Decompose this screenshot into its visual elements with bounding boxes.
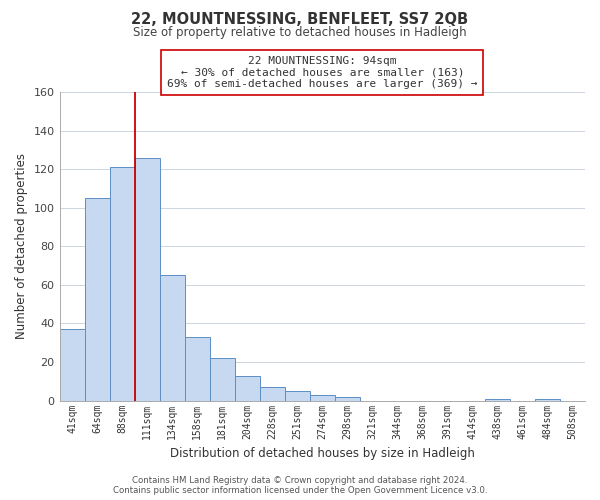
Bar [134,158,160,400]
Text: Size of property relative to detached houses in Hadleigh: Size of property relative to detached ho… [133,26,467,39]
Bar [310,395,335,400]
Y-axis label: Number of detached properties: Number of detached properties [15,154,28,340]
Text: Contains HM Land Registry data © Crown copyright and database right 2024.
Contai: Contains HM Land Registry data © Crown c… [113,476,487,495]
Text: 22 MOUNTNESSING: 94sqm
← 30% of detached houses are smaller (163)
69% of semi-de: 22 MOUNTNESSING: 94sqm ← 30% of detached… [167,56,478,89]
Bar [185,337,209,400]
Bar [110,168,134,400]
Bar [260,387,285,400]
X-axis label: Distribution of detached houses by size in Hadleigh: Distribution of detached houses by size … [170,447,475,460]
Bar [209,358,235,401]
Bar [485,398,510,400]
Bar [59,330,85,400]
Text: 22, MOUNTNESSING, BENFLEET, SS7 2QB: 22, MOUNTNESSING, BENFLEET, SS7 2QB [131,12,469,28]
Bar [535,398,560,400]
Bar [285,391,310,400]
Bar [335,397,360,400]
Bar [85,198,110,400]
Bar [160,276,185,400]
Bar [235,376,260,400]
